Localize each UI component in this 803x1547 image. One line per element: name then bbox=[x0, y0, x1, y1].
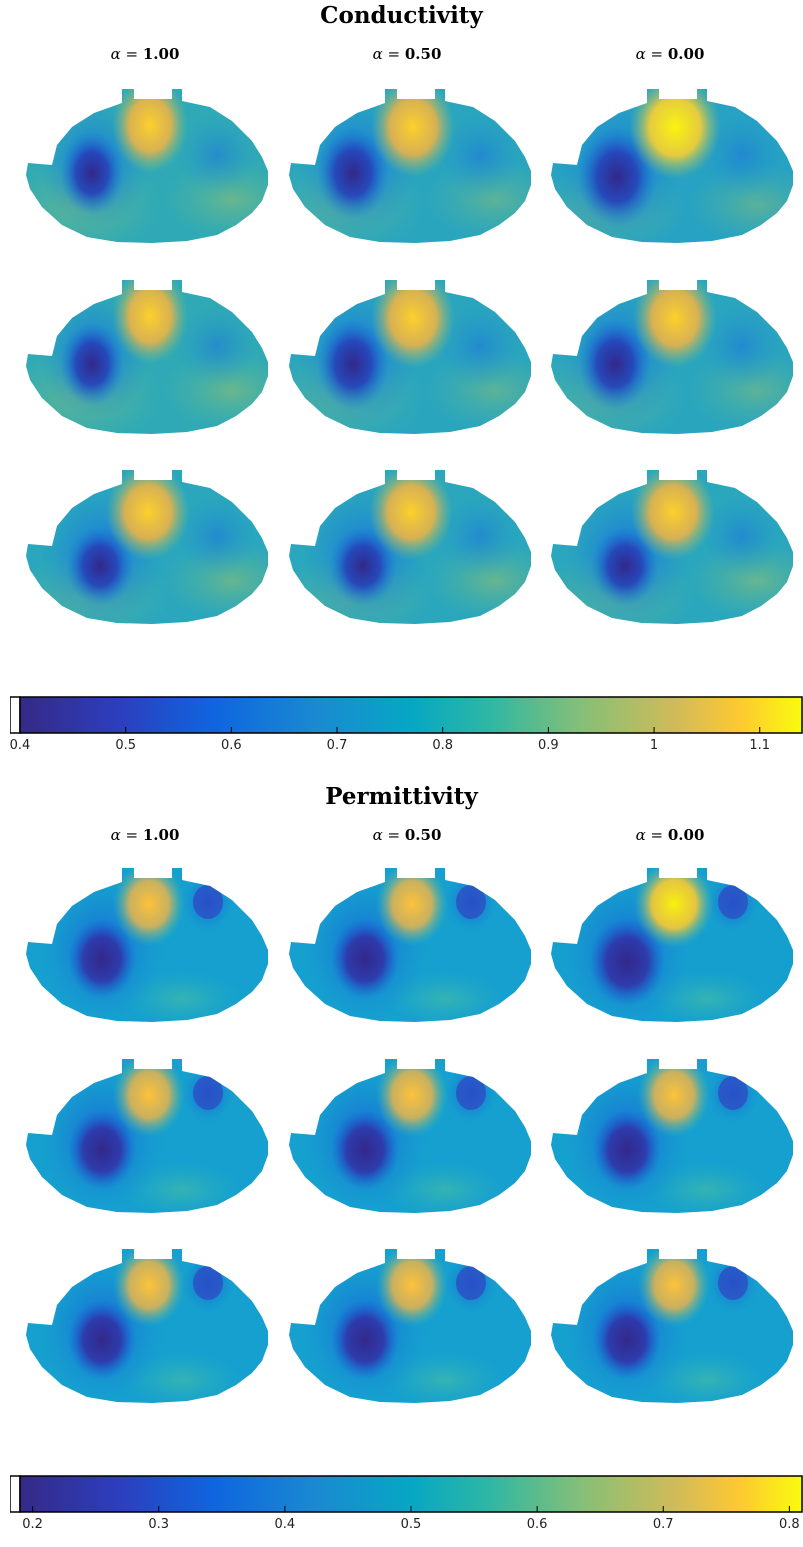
colorbar-tick-label: 0.5 bbox=[400, 1517, 422, 1532]
colorbar-tick-label: 0.4 bbox=[9, 738, 31, 753]
conductivity-colorbar bbox=[10, 696, 803, 734]
permittivity-title: Permittivity bbox=[325, 783, 478, 810]
colorbar-tick-label: 0.2 bbox=[22, 1517, 43, 1532]
conductivity-map-r2c1 bbox=[22, 276, 270, 436]
permittivity-map-r3c2 bbox=[285, 1245, 533, 1405]
col-header-6: α = 0.00 bbox=[635, 826, 705, 844]
permittivity-colorbar-ticks bbox=[32, 1506, 790, 1512]
colorbar-tick-label: 0.4 bbox=[274, 1517, 296, 1532]
colorbar-tick-label: 0.3 bbox=[148, 1517, 170, 1532]
colorbar-tick-label: 0.7 bbox=[652, 1517, 674, 1532]
permittivity-map-r2c2 bbox=[285, 1055, 533, 1215]
conductivity-map-r3c1 bbox=[22, 466, 270, 626]
colorbar-tick-label: 0.6 bbox=[526, 1517, 548, 1532]
colorbar-tick-label: 0.8 bbox=[432, 738, 454, 753]
conductivity-map-r3c2 bbox=[285, 466, 533, 626]
colorbar-tick-label: 0.9 bbox=[538, 738, 559, 753]
conductivity-map-r1c1 bbox=[22, 85, 270, 245]
col-header-1: α = 1.00 bbox=[110, 45, 180, 63]
conductivity-map-r2c2 bbox=[285, 276, 533, 436]
conductivity-title: Conductivity bbox=[320, 2, 483, 29]
permittivity-map-r2c3 bbox=[547, 1055, 795, 1215]
colorbar-tick-label: 0.6 bbox=[221, 738, 242, 753]
permittivity-map-r2c1 bbox=[22, 1055, 270, 1215]
permittivity-map-r1c3 bbox=[547, 864, 795, 1024]
conductivity-map-r1c2 bbox=[285, 85, 533, 245]
permittivity-map-r3c3 bbox=[547, 1245, 795, 1405]
permittivity-colorbar bbox=[10, 1475, 803, 1513]
colorbar-tick-label: 1.1 bbox=[749, 738, 771, 753]
permittivity-map-r3c1 bbox=[22, 1245, 270, 1405]
colorbar-tick-label: 1 bbox=[649, 738, 659, 753]
col-header-4: α = 1.00 bbox=[110, 826, 180, 844]
conductivity-map-r3c3 bbox=[547, 466, 795, 626]
conductivity-map-r2c3 bbox=[547, 276, 795, 436]
colorbar-tick-label: 0.7 bbox=[326, 738, 348, 753]
col-header-5: α = 0.50 bbox=[372, 826, 442, 844]
col-header-2: α = 0.50 bbox=[372, 45, 442, 63]
colorbar-tick-label: 0.5 bbox=[115, 738, 137, 753]
col-header-3: α = 0.00 bbox=[635, 45, 705, 63]
conductivity-map-r1c3 bbox=[547, 85, 795, 245]
permittivity-map-r1c2 bbox=[285, 864, 533, 1024]
permittivity-map-r1c1 bbox=[22, 864, 270, 1024]
colorbar-tick-label: 0.8 bbox=[779, 1517, 800, 1532]
conductivity-colorbar-ticks bbox=[19, 727, 761, 733]
